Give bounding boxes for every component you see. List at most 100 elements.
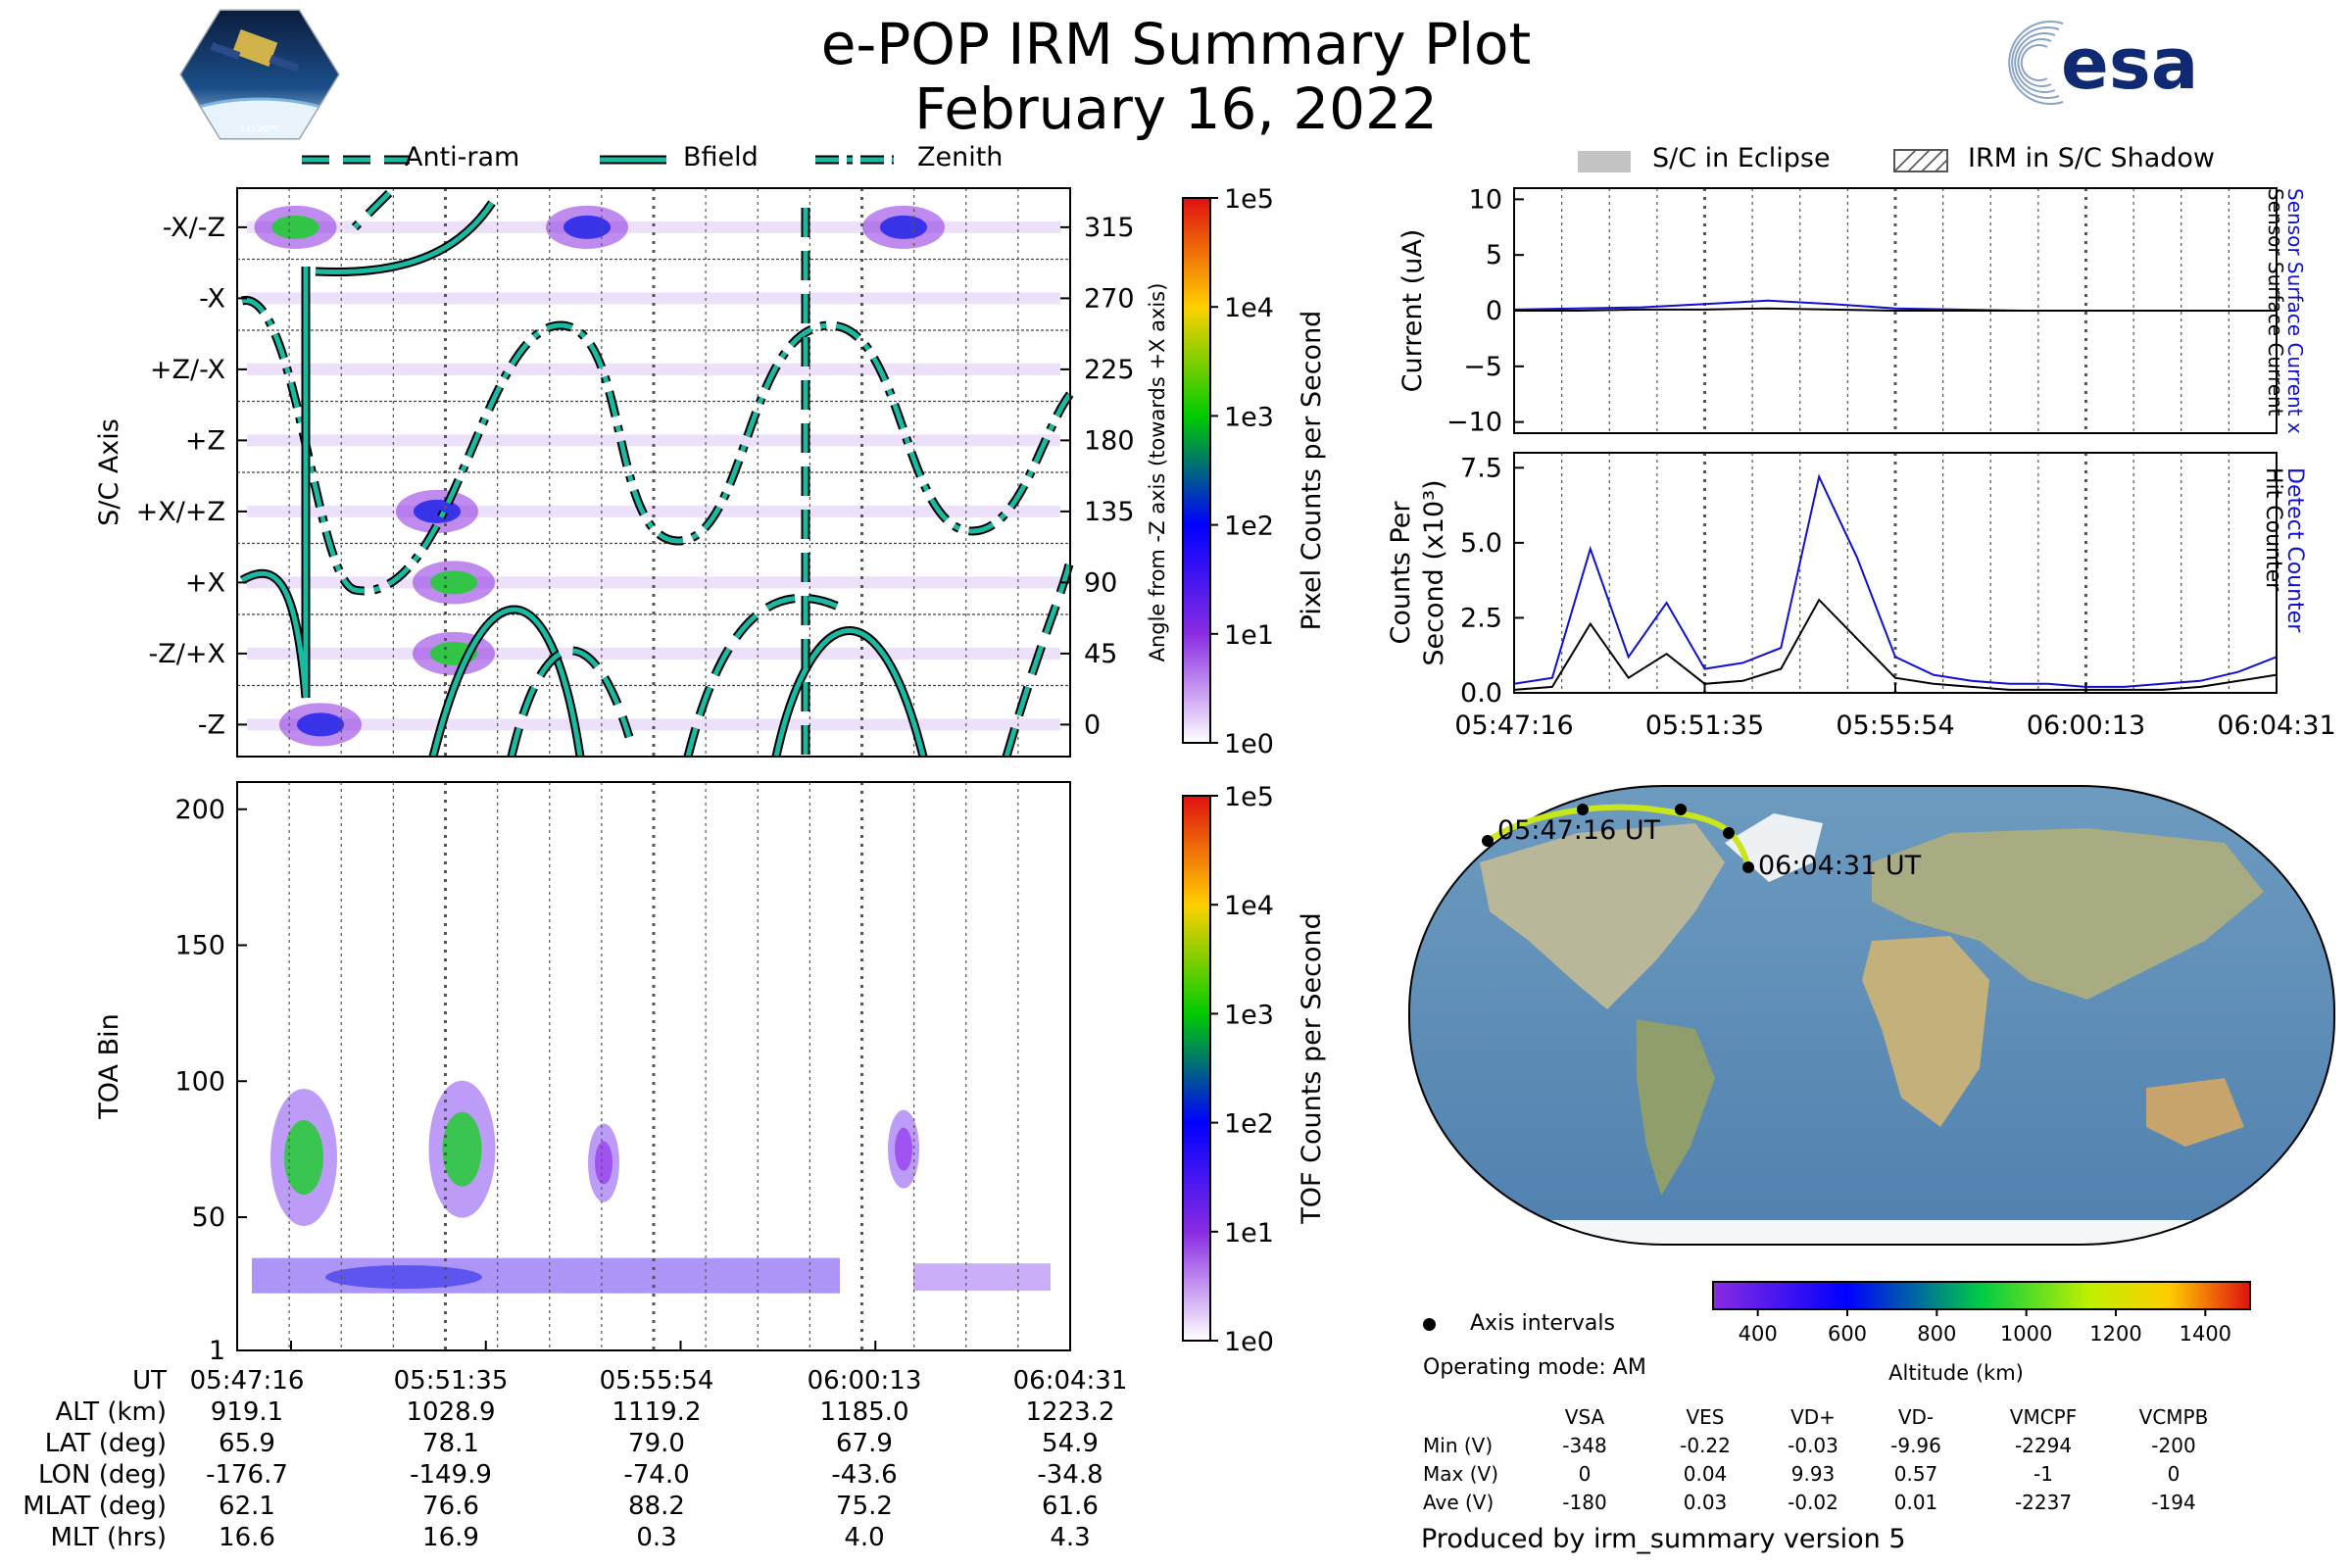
angle-tick-label: 45 [1084, 639, 1117, 669]
cassiope-logo-text: CASSIOPE [240, 124, 279, 133]
track-point [1675, 804, 1687, 815]
angle-tick-label: 270 [1084, 283, 1135, 314]
streak-band [247, 220, 1060, 233]
bfield-legend-label: Bfield [683, 142, 759, 172]
voltage-row-label: Ave (V) [1423, 1491, 1494, 1514]
page-date: February 16, 2022 [914, 75, 1438, 142]
altitude-tick-label: 1400 [2180, 1322, 2231, 1346]
angle-tick-label: 315 [1084, 213, 1135, 243]
angle-tick-label: 225 [1084, 355, 1135, 385]
colorbar-tick-label: 1e0 [1224, 1327, 1274, 1357]
voltage-header: VD+ [1790, 1405, 1836, 1429]
voltage-cell: 0 [2167, 1462, 2180, 1486]
shadow-legend-label: IRM in S/C Shadow [1968, 143, 2216, 173]
ephemeris-cell: 76.6 [422, 1492, 479, 1521]
colorbar-tick-label: 1e0 [1224, 729, 1274, 760]
voltage-cell: 0.01 [1893, 1491, 1938, 1514]
voltage-cell: -0.02 [1788, 1491, 1838, 1514]
voltage-cell: -348 [1562, 1434, 1607, 1457]
colorbar-tick-label: 1e4 [1224, 891, 1274, 921]
colorbar-tick-label: 1e3 [1224, 402, 1274, 432]
colorbar-tick-label: 1e5 [1224, 782, 1274, 812]
ephemeris-row-label: ALT (km) [55, 1397, 167, 1427]
ephemeris-cell: 16.9 [422, 1523, 479, 1552]
ephemeris-cell: 06:04:31 [1012, 1366, 1128, 1396]
ephemeris-cell: 1223.2 [1025, 1397, 1115, 1427]
voltage-cell: -0.22 [1680, 1434, 1731, 1457]
ephemeris-cell: 06:00:13 [807, 1366, 922, 1396]
track-point [1482, 835, 1494, 847]
axis-label: +X/+Z [136, 497, 225, 527]
track-start-label: 05:47:16 UT [1497, 815, 1661, 846]
australia [2146, 1078, 2244, 1147]
axis-interval-marker [1423, 1318, 1436, 1331]
tof-blob-core [284, 1119, 323, 1195]
ephemeris-cell: 75.2 [836, 1492, 893, 1521]
axis-intervals-label: Axis intervals [1470, 1311, 1615, 1336]
ephemeris-row-label: LAT (deg) [44, 1429, 167, 1458]
altitude-label: Altitude (km) [1888, 1361, 2024, 1385]
antarctica [1409, 1220, 2334, 1245]
y-tick-label: 150 [174, 931, 225, 961]
ephemeris-row-label: MLAT (deg) [23, 1492, 167, 1521]
cassiope-logo: CASSIOPE [179, 9, 340, 140]
right-label-primary: Detect Counter [2282, 467, 2307, 633]
y-tick-label: 100 [174, 1066, 225, 1097]
ephemeris-cell: 1028.9 [406, 1397, 496, 1427]
altitude-tick-label: 1000 [2000, 1322, 2052, 1346]
altitude-bar [1712, 1281, 2251, 1310]
eurasia [1872, 828, 2264, 1000]
ephemeris-cell: 67.9 [836, 1429, 893, 1458]
eclipse-legend-label: S/C in Eclipse [1652, 143, 1831, 173]
ephemeris-cell: 78.1 [422, 1429, 479, 1458]
series-line-secondary [1514, 307, 2277, 312]
colorbar-label: Pixel Counts per Second [1297, 311, 1327, 631]
altitude-tick-label: 1200 [2089, 1322, 2141, 1346]
ephemeris-cell: -176.7 [206, 1460, 288, 1490]
esa-logo: esa [2008, 21, 2198, 105]
colorbar-tick-label: 1e2 [1224, 1109, 1274, 1140]
track-point [1723, 827, 1735, 839]
ephemeris-cell: 4.3 [1050, 1523, 1091, 1552]
voltage-cell: 9.93 [1790, 1462, 1836, 1486]
track-end-label: 06:04:31 UT [1758, 851, 1922, 881]
ephemeris-cell: 88.2 [628, 1492, 685, 1521]
axis-label: -Z/+X [149, 639, 225, 669]
colorbar-tick-label: 1e1 [1224, 620, 1274, 651]
south-america [1637, 1019, 1715, 1196]
burst-core [564, 215, 611, 239]
ephemeris-cell: 65.9 [219, 1429, 275, 1458]
colorbar-tick-label: 1e2 [1224, 512, 1274, 542]
africa [1862, 936, 1989, 1127]
right-label-secondary: Sensor Surface Current [2264, 188, 2287, 416]
tof-blob-core [325, 1265, 482, 1290]
series-line-secondary [1513, 598, 2278, 691]
colorbar-tick-label: 1e4 [1224, 293, 1274, 323]
tof-panel: 200 150 100 50 1 TOA Bin 1e5 1e4 1e3 1e2 1e1 1e0 TOF… [94, 781, 1327, 1366]
axis-label: +Z [185, 425, 225, 456]
streak-band [247, 434, 1060, 447]
colorbar-tick-label: 1e5 [1224, 184, 1274, 215]
bfield-trace [240, 201, 926, 758]
angle-tick-label: 0 [1084, 710, 1101, 740]
y-tick-label: −5 [1463, 352, 1502, 382]
y-axis-title-line2: Second (x10³) [1419, 479, 1449, 665]
y-tick-label: 50 [192, 1202, 225, 1233]
y-tick-label: 2.5 [1460, 603, 1502, 633]
y-axis-title: S/C Axis [94, 418, 124, 526]
altitude-colorbar: 400 600 800 1000 1200 1400 Altitude (km) [1712, 1281, 2251, 1385]
x-tick-label: 06:00:13 [2027, 710, 2145, 741]
axis-label: -X [199, 283, 225, 314]
series-line-primary [1513, 473, 2278, 688]
voltage-cell: -194 [2151, 1491, 2196, 1514]
counts-panel: 7.5 5.0 2.5 0.005:47:16 05:51:35 05:55:54 06:0… [1386, 452, 2336, 741]
x-tick-label: 06:04:31 [2217, 710, 2335, 741]
esa-logo-text: esa [2061, 23, 2198, 105]
ephemeris-cell: 4.0 [844, 1523, 885, 1552]
north-america [1480, 823, 1725, 1009]
streak-band [247, 363, 1060, 375]
angle-tick-label: 135 [1084, 497, 1135, 527]
ephemeris-cell: 919.1 [210, 1397, 284, 1427]
ephemeris-cell: 05:55:54 [599, 1366, 714, 1396]
ephemeris-row-label: UT [132, 1366, 167, 1396]
